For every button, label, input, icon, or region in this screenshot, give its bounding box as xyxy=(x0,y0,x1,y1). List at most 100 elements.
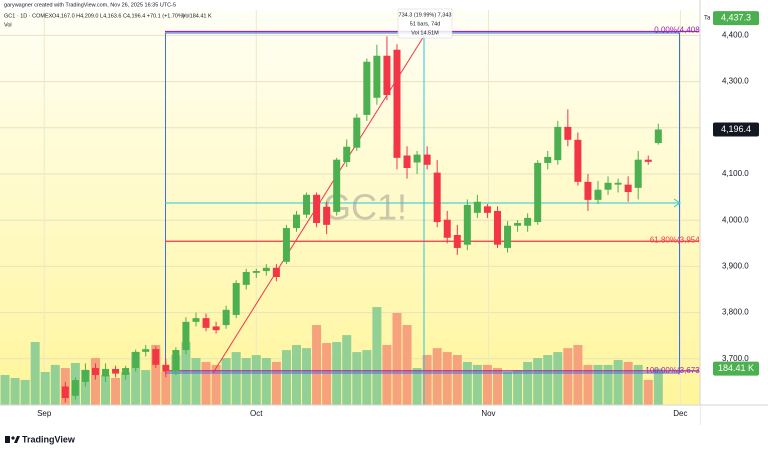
candle-body xyxy=(202,318,210,328)
volume-bar xyxy=(372,307,382,405)
candle-body xyxy=(323,206,331,225)
logo-part xyxy=(14,436,20,443)
volume-bar xyxy=(281,350,291,405)
volume-bar xyxy=(482,364,492,405)
volume-bar xyxy=(442,352,452,405)
candle-body xyxy=(12,444,19,452)
volume-bar xyxy=(613,359,623,405)
candle-body xyxy=(534,162,542,223)
candle-body xyxy=(282,228,290,262)
candle-body xyxy=(473,201,481,213)
volume-bar xyxy=(553,352,563,405)
candle-body xyxy=(272,267,280,278)
volume-bar xyxy=(302,348,312,405)
fib-label: 0.00%(4,408.5) xyxy=(654,26,709,35)
y-tick-label: 4,300.0 xyxy=(722,77,749,86)
volume-bar xyxy=(221,357,231,405)
time-axis xyxy=(0,405,700,425)
candle-body xyxy=(403,155,411,168)
candle-body xyxy=(644,159,652,162)
candle-body xyxy=(483,206,491,213)
candle-body xyxy=(393,49,401,158)
price-axis xyxy=(700,0,768,452)
volume-bar xyxy=(291,344,301,405)
logo-part xyxy=(11,436,15,440)
volume-bar xyxy=(392,312,402,405)
volume-bar xyxy=(171,355,181,405)
volume-bar xyxy=(573,344,583,405)
candle-body xyxy=(453,234,461,248)
corner-text: Ta xyxy=(704,16,711,22)
measure-text: 734.3 (19.99%) 7,343 xyxy=(399,12,452,18)
volume-bar xyxy=(492,368,502,405)
candle-body xyxy=(102,368,110,377)
candle-body xyxy=(594,189,602,200)
candle-body xyxy=(132,351,140,369)
volume-bar xyxy=(90,357,100,405)
candle-body xyxy=(242,271,250,285)
x-tick-label: Oct xyxy=(250,409,263,418)
volume-label: 184.41 K xyxy=(718,363,754,373)
volume-bar xyxy=(101,374,111,405)
volume-bar xyxy=(261,357,271,405)
candle-body xyxy=(333,159,341,212)
volume-bar xyxy=(623,361,633,405)
candle-body xyxy=(524,217,532,226)
fib-label: 61.80%(3,954.5) xyxy=(650,235,709,244)
volume-bar xyxy=(80,370,90,405)
fib-label: 100.00%(3,673.9) xyxy=(645,366,709,375)
volume-bar xyxy=(503,372,513,405)
y-tick-label: 3,700.0 xyxy=(722,354,749,363)
candle-body xyxy=(81,369,89,382)
candle-body xyxy=(112,368,120,374)
candle-body xyxy=(122,368,130,375)
candle-body xyxy=(584,181,592,200)
logo-part xyxy=(5,436,10,443)
x-tick-label: Nov xyxy=(481,409,495,418)
volume-bar xyxy=(201,361,211,405)
candle-body xyxy=(433,172,441,223)
candle-body xyxy=(152,349,160,365)
price-label-box xyxy=(713,122,759,137)
volume-bar xyxy=(231,352,241,405)
candle-body xyxy=(504,225,512,248)
candle-body xyxy=(544,156,552,163)
candle-body xyxy=(514,222,522,226)
candle-body xyxy=(413,154,421,163)
volume-bar xyxy=(462,361,472,405)
candle-body xyxy=(192,318,200,322)
candle-layer xyxy=(12,36,662,452)
y-tick-label: 4,100.0 xyxy=(722,169,749,178)
x-tick-label: Sep xyxy=(37,409,52,418)
volume-bar xyxy=(322,342,332,405)
candle-body xyxy=(292,214,300,229)
candle-body xyxy=(363,61,371,115)
volume-bar xyxy=(643,379,653,405)
candle-body xyxy=(373,55,381,98)
y-tick-label: 4,000.0 xyxy=(722,215,749,224)
price-label: 4,437.3 xyxy=(721,13,751,23)
volume-bar xyxy=(20,379,30,405)
volume-bar xyxy=(151,344,161,405)
volume-bar xyxy=(653,368,663,405)
candle-body xyxy=(564,126,572,140)
volume-bar xyxy=(241,357,251,405)
axis-layer: 3,700.03,800.03,900.04,000.04,100.04,200… xyxy=(37,11,759,418)
volume-bar xyxy=(111,377,121,405)
volume-bar xyxy=(342,335,352,405)
candle-body xyxy=(423,154,431,165)
candle-body xyxy=(554,126,562,161)
volume-bar xyxy=(402,325,412,405)
candle-body xyxy=(493,210,501,245)
brand: TradingView xyxy=(22,434,76,444)
brand-logo xyxy=(5,436,20,443)
volume-bar xyxy=(472,364,482,405)
candle-body xyxy=(313,194,321,223)
symbol: GC1 · 1D · COMEX xyxy=(4,13,53,19)
volume-bar xyxy=(131,352,141,405)
candle-body xyxy=(654,129,662,144)
candle-body xyxy=(212,326,220,331)
candle-body xyxy=(71,380,79,396)
volume-bar xyxy=(312,325,322,405)
